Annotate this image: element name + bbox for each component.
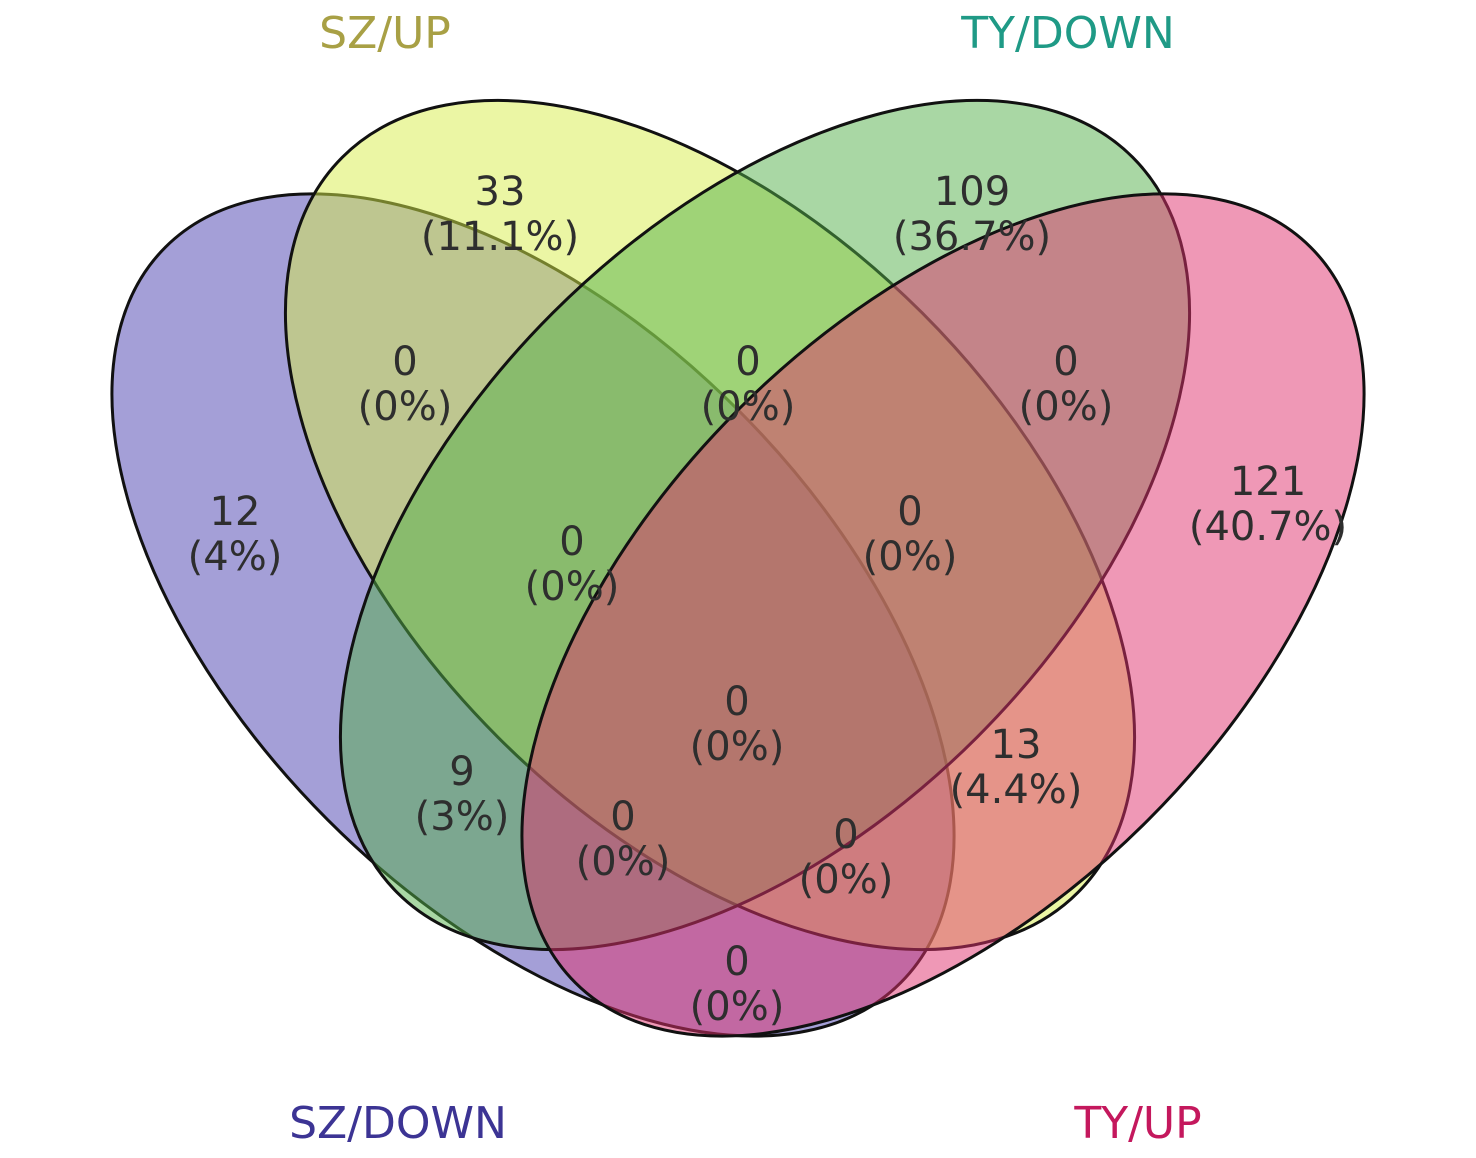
region-tyup-only-percent: (40.7%) <box>1189 504 1347 550</box>
region-szdown-szup-tydown-count: 0 <box>559 519 584 565</box>
set-label-tydown: TY/DOWN <box>960 8 1175 59</box>
region-szdown-szup-percent: (0%) <box>358 384 453 430</box>
region-szup-only-count: 33 <box>475 169 526 215</box>
region-szdown-tydown-tyup-count: 0 <box>833 812 858 858</box>
region-szup-tydown-tyup-count: 0 <box>897 489 922 535</box>
region-szup-tydown-count: 0 <box>735 339 760 385</box>
region-szdown-szup-tyup-percent: (0%) <box>576 839 671 885</box>
region-szup-tydown-tyup-percent: (0%) <box>863 534 958 580</box>
region-tyup-only-count: 121 <box>1230 459 1306 505</box>
region-szdown-szup-tyup-count: 0 <box>610 794 635 840</box>
region-szup-only-percent: (11.1%) <box>421 214 579 260</box>
set-label-tyup: TY/UP <box>1073 1098 1201 1149</box>
region-szdown-tyup-percent: (0%) <box>690 984 785 1030</box>
region-szdown-only-count: 12 <box>210 489 261 535</box>
region-szdown-szup-count: 0 <box>392 339 417 385</box>
region-tydown-only-count: 109 <box>934 169 1010 215</box>
region-szdown-szup-tydown-percent: (0%) <box>525 564 620 610</box>
region-szdown-tydown-count: 9 <box>449 749 474 795</box>
region-szup-tyup-count: 13 <box>991 722 1042 768</box>
region-tydown-tyup-percent: (0%) <box>1019 384 1114 430</box>
region-tydown-tyup-count: 0 <box>1053 339 1078 385</box>
region-tydown-only-percent: (36.7%) <box>893 214 1051 260</box>
region-labels: 12 (4%) 33 (11.1%) 109 (36.7%) 121 (40.7… <box>188 169 1347 1030</box>
region-szdown-only-percent: (4%) <box>188 534 283 580</box>
region-szdown-tydown-tyup-percent: (0%) <box>799 857 894 903</box>
region-all-four-percent: (0%) <box>690 724 785 770</box>
region-szup-tyup-percent: (4.4%) <box>950 767 1083 813</box>
region-szdown-tydown-percent: (3%) <box>415 794 510 840</box>
region-szup-tydown-percent: (0%) <box>701 384 796 430</box>
set-label-szup: SZ/UP <box>319 8 451 59</box>
set-label-szdown: SZ/DOWN <box>289 1098 507 1149</box>
set-tyup-ellipse <box>520 192 1366 1038</box>
region-szdown-tyup-count: 0 <box>724 939 749 985</box>
region-all-four-count: 0 <box>724 679 749 725</box>
